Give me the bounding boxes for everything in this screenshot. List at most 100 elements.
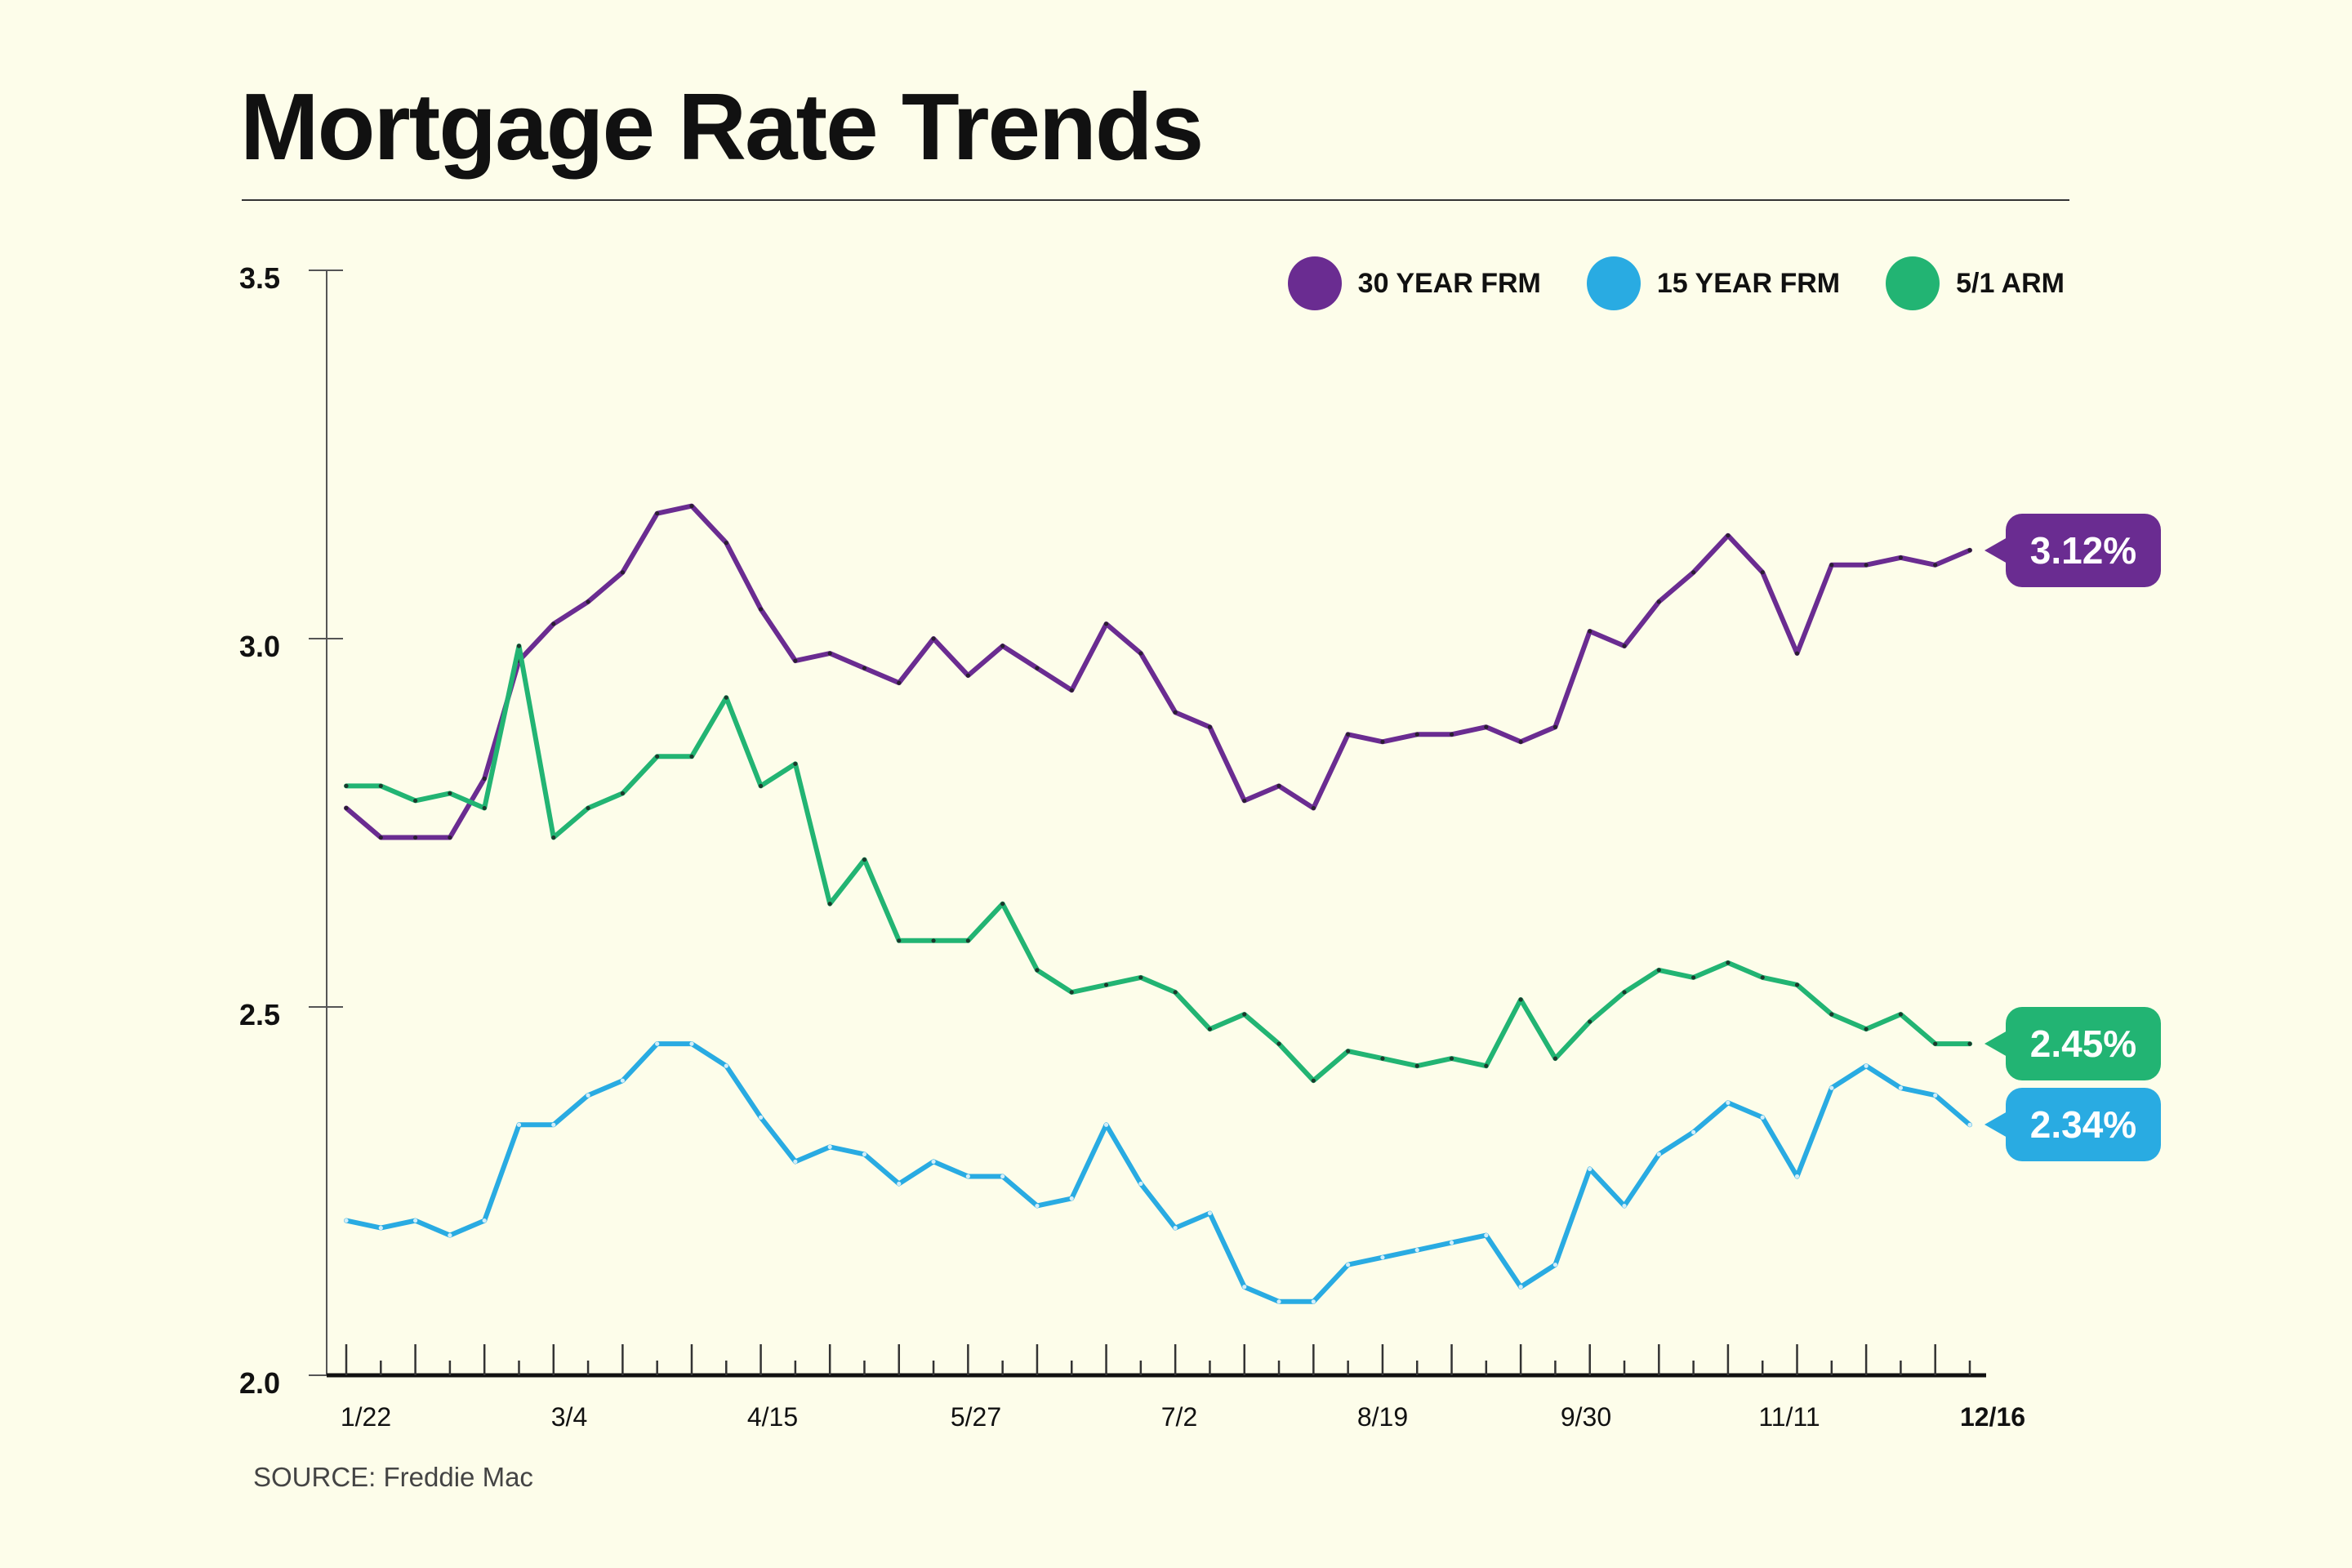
data-point xyxy=(1276,1041,1281,1046)
data-point xyxy=(793,1159,798,1165)
data-point xyxy=(827,651,832,656)
data-point xyxy=(862,1152,867,1156)
data-point xyxy=(1069,990,1074,995)
data-point xyxy=(1346,732,1351,737)
data-point xyxy=(1414,732,1419,737)
data-point xyxy=(344,1218,349,1223)
data-point xyxy=(1484,1063,1489,1068)
data-point xyxy=(931,1159,936,1165)
data-point xyxy=(1207,724,1213,729)
data-point xyxy=(1242,798,1247,804)
data-point xyxy=(1484,1233,1489,1238)
data-point xyxy=(897,680,902,685)
data-point xyxy=(1103,1122,1109,1127)
data-point xyxy=(1449,1056,1454,1061)
data-point xyxy=(1967,548,1972,553)
data-point xyxy=(1760,1115,1765,1120)
x-tick-label: 7/2 xyxy=(1161,1402,1197,1432)
x-tick-label: 11/11 xyxy=(1758,1402,1820,1432)
data-point xyxy=(1346,1049,1351,1054)
data-point xyxy=(1035,666,1040,670)
data-point xyxy=(551,835,556,840)
data-point xyxy=(1933,1093,1938,1098)
data-point xyxy=(551,621,556,626)
data-point xyxy=(1760,570,1765,575)
data-point xyxy=(1380,739,1385,744)
legend-item: 5/1 ARM xyxy=(1886,256,2065,310)
data-point xyxy=(1069,1196,1074,1201)
data-point xyxy=(1588,629,1592,634)
data-point xyxy=(1829,1085,1834,1090)
legend-swatch xyxy=(1886,256,1940,310)
data-point xyxy=(1449,732,1454,737)
data-point xyxy=(1311,1078,1316,1083)
data-point xyxy=(655,754,660,759)
data-point xyxy=(1864,1063,1869,1068)
data-point xyxy=(1691,570,1696,575)
data-point xyxy=(1898,1085,1904,1090)
legend: 30 YEAR FRM 15 YEAR FRM 5/1 ARM xyxy=(1287,256,2065,310)
data-point xyxy=(897,1181,902,1187)
series-line-2 xyxy=(344,644,1972,1084)
data-point xyxy=(378,835,383,840)
x-tick-label: 12/16 xyxy=(1960,1402,2025,1432)
data-point xyxy=(1380,1255,1385,1260)
end-value-callout: 3.12% xyxy=(1984,513,2161,587)
data-point xyxy=(897,938,902,943)
x-tick-label: 1/22 xyxy=(341,1402,391,1432)
legend-label: 30 YEAR FRM xyxy=(1357,267,1541,299)
data-point xyxy=(1000,902,1005,906)
data-point xyxy=(758,607,764,612)
series-line-1 xyxy=(344,1041,1972,1304)
data-point xyxy=(1518,1285,1523,1290)
data-point xyxy=(1864,1027,1869,1031)
data-point xyxy=(378,1226,383,1231)
data-point xyxy=(1207,1027,1213,1031)
data-point xyxy=(1552,724,1558,729)
chart-title: Mortgage Rate Trends xyxy=(240,74,1204,180)
x-tick-label: 3/4 xyxy=(551,1402,587,1432)
data-point xyxy=(724,695,728,700)
data-point xyxy=(1138,651,1143,656)
data-point xyxy=(724,1063,728,1068)
data-point xyxy=(516,644,522,648)
data-point xyxy=(1138,1181,1143,1187)
data-point xyxy=(1103,982,1109,987)
data-point xyxy=(1794,1174,1800,1179)
data-point xyxy=(1518,997,1523,1002)
series-line-0 xyxy=(344,503,1972,840)
data-point xyxy=(344,783,349,789)
data-point xyxy=(1726,1100,1731,1105)
data-point xyxy=(1794,651,1800,656)
data-point xyxy=(758,783,764,789)
data-point xyxy=(1933,1041,1938,1046)
data-point xyxy=(1207,1210,1213,1216)
data-point xyxy=(1794,982,1800,987)
data-point xyxy=(1622,990,1627,995)
x-tick-label: 8/19 xyxy=(1357,1402,1408,1432)
data-point xyxy=(1967,1041,1972,1046)
data-point xyxy=(827,1144,832,1149)
data-point xyxy=(448,835,452,840)
data-point xyxy=(448,1233,452,1238)
y-tick-label: 3.0 xyxy=(239,630,280,663)
data-point xyxy=(1588,1166,1592,1172)
data-point xyxy=(862,858,867,862)
legend-item: 30 YEAR FRM xyxy=(1287,256,1541,310)
data-point xyxy=(689,754,694,759)
data-point xyxy=(1276,783,1281,789)
data-point xyxy=(1864,563,1869,568)
data-point xyxy=(1656,1152,1661,1156)
data-point xyxy=(1691,1129,1696,1134)
data-point xyxy=(1380,1056,1385,1061)
data-point xyxy=(1242,1285,1247,1290)
data-point xyxy=(1933,563,1938,568)
data-point xyxy=(412,835,418,840)
data-point xyxy=(1449,1241,1454,1245)
data-point xyxy=(1898,1012,1904,1017)
data-point xyxy=(965,673,970,678)
data-point xyxy=(931,938,936,943)
data-point xyxy=(1000,644,1005,648)
data-point xyxy=(1518,739,1523,744)
